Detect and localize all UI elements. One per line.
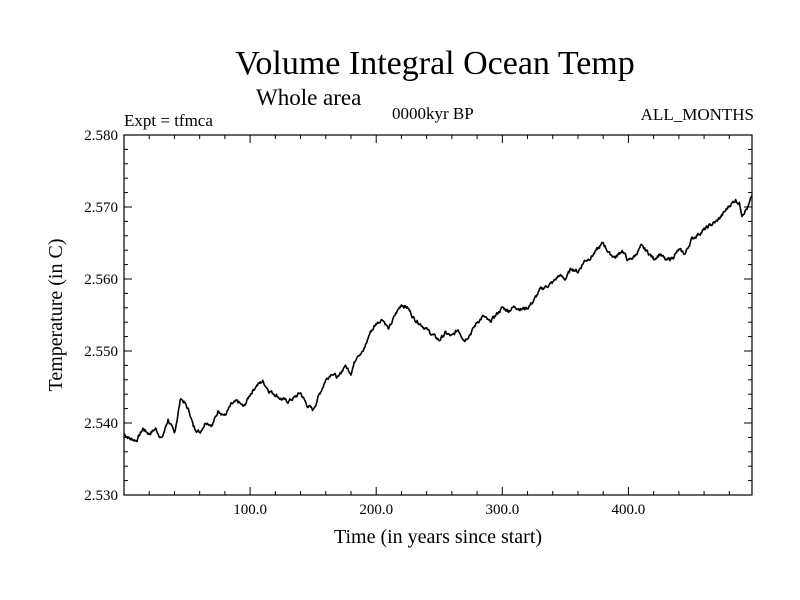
y-tick-label: 2.580	[84, 128, 118, 144]
series-line	[123, 195, 753, 443]
x-tick-label: 200.0	[359, 502, 393, 518]
months-label: ALL_MONTHS	[640, 105, 754, 124]
x-axis-title: Time (in years since start)	[334, 526, 542, 548]
x-tick-label: 400.0	[612, 502, 646, 518]
tick-labels-layer: 2.530 2.540 2.550 2.560 2.570 2.580 100.0 200.0…	[84, 128, 645, 518]
y-tick-label: 2.550	[84, 344, 118, 360]
y-tick-label: 2.570	[84, 200, 118, 216]
y-tick-label: 2.540	[84, 416, 118, 432]
time-period-label: 0000kyr BP	[392, 104, 474, 123]
chart-title: Volume Integral Ocean Temp	[235, 45, 635, 82]
chart-subtitle: Whole area	[256, 85, 362, 110]
x-tick-label: 300.0	[485, 502, 519, 518]
plot-frame	[123, 134, 753, 496]
experiment-label: Expt = tfmca	[124, 111, 213, 130]
y-tick-label: 2.530	[84, 488, 118, 504]
y-tick-label: 2.560	[84, 272, 118, 288]
x-tick-label: 100.0	[233, 502, 267, 518]
y-axis-title: Temperature (in C)	[45, 239, 67, 392]
ticks-layer	[124, 134, 752, 496]
